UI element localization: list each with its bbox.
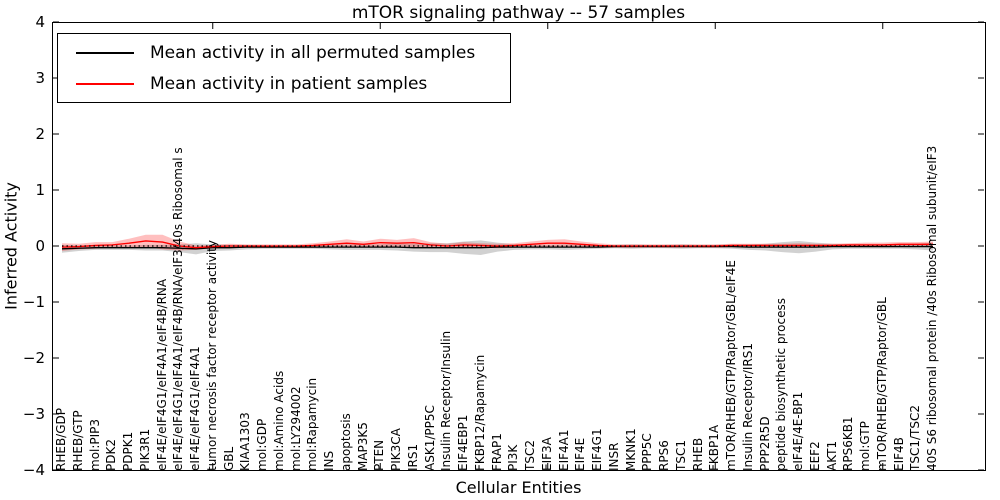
y-tick-label: 2 — [35, 125, 45, 143]
permuted-line-sample-icon — [76, 51, 134, 54]
y-tick-label: 0 — [35, 237, 45, 255]
legend-label-patient: Mean activity in patient samples — [150, 73, 428, 94]
y-tick-label: 1 — [35, 181, 45, 199]
y-tick-label: −3 — [22, 405, 45, 423]
y-tick-label: 3 — [35, 69, 45, 87]
plot-area — [52, 22, 986, 471]
legend-label-permuted: Mean activity in all permuted samples — [150, 42, 476, 63]
legend: Mean activity in all permuted samples Me… — [57, 33, 511, 103]
legend-item-patient: Mean activity in patient samples — [58, 74, 510, 94]
patient-line-sample-icon — [76, 82, 134, 85]
y-tick-label: 4 — [35, 13, 45, 31]
y-tick-label: −2 — [22, 349, 45, 367]
chart-title: mTOR signaling pathway -- 57 samples — [351, 3, 686, 23]
y-tick-label: −1 — [22, 293, 45, 311]
y-tick-label: −4 — [22, 461, 45, 479]
x-axis-label: Cellular Entities — [455, 478, 582, 497]
legend-item-permuted: Mean activity in all permuted samples — [58, 43, 510, 63]
